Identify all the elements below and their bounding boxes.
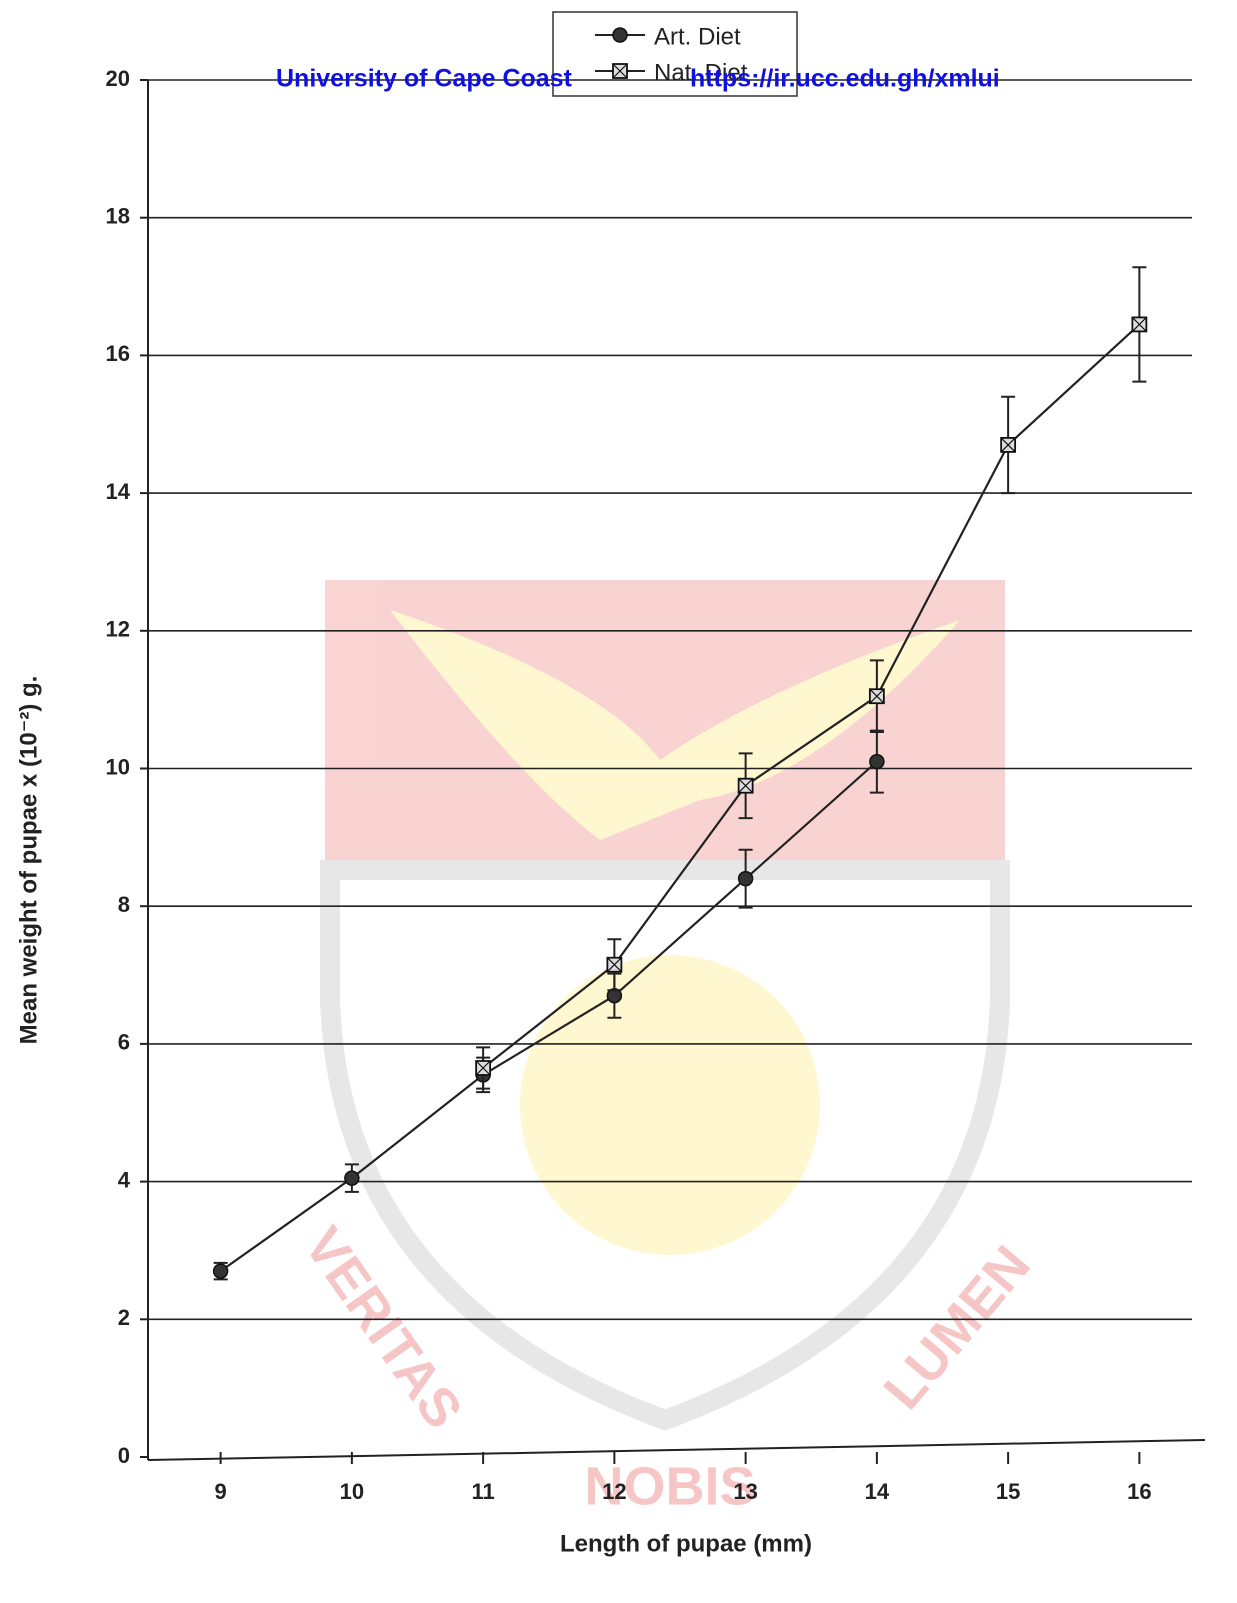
x-tick-label: 13	[733, 1479, 757, 1504]
x-tick-label: 10	[340, 1479, 364, 1504]
x-tick-label: 11	[471, 1479, 494, 1504]
y-tick-label: 2	[118, 1305, 130, 1330]
legend-label: Art. Diet	[654, 23, 741, 50]
x-axis-title: Length of pupae (mm)	[560, 1530, 812, 1557]
y-tick-label: 14	[106, 479, 131, 504]
y-tick-label: 20	[106, 66, 130, 91]
y-tick-label: 0	[118, 1443, 130, 1468]
chart: VERITAS NOBIS LUMEN Length of pupae (mm)…	[0, 0, 1237, 1603]
logo-sun	[520, 955, 820, 1255]
watermark-logo	[325, 580, 1005, 1420]
marker	[739, 872, 753, 886]
marker	[870, 689, 884, 703]
y-tick-label: 12	[106, 617, 130, 642]
x-tick-label: 16	[1127, 1479, 1151, 1504]
y-tick-label: 18	[106, 204, 130, 229]
x-tick-label: 15	[996, 1479, 1020, 1504]
y-tick-label: 4	[118, 1167, 131, 1192]
x-tick-label: 14	[865, 1479, 890, 1504]
marker	[1001, 438, 1015, 452]
y-tick-label: 10	[106, 754, 130, 779]
marker	[345, 1171, 359, 1185]
x-tick-label: 12	[602, 1479, 626, 1504]
x-tick-label: 9	[215, 1479, 227, 1504]
legend-swatch	[613, 28, 627, 42]
y-axis-title: Mean weight of pupae x (10⁻²) g.	[15, 676, 42, 1045]
logo-text: VERITAS	[293, 1216, 474, 1439]
marker	[870, 755, 884, 769]
legend-swatch	[613, 64, 627, 78]
marker	[607, 958, 621, 972]
y-tick-label: 6	[118, 1030, 130, 1055]
marker	[739, 779, 753, 793]
marker	[214, 1264, 228, 1278]
marker	[476, 1061, 490, 1075]
y-tick-label: 8	[118, 892, 130, 917]
watermark-url: https://ir.ucc.edu.gh/xmlui	[690, 65, 1000, 93]
watermark-header: University of Cape Coast	[276, 65, 573, 93]
y-tick-label: 16	[106, 341, 130, 366]
marker	[1132, 317, 1146, 331]
